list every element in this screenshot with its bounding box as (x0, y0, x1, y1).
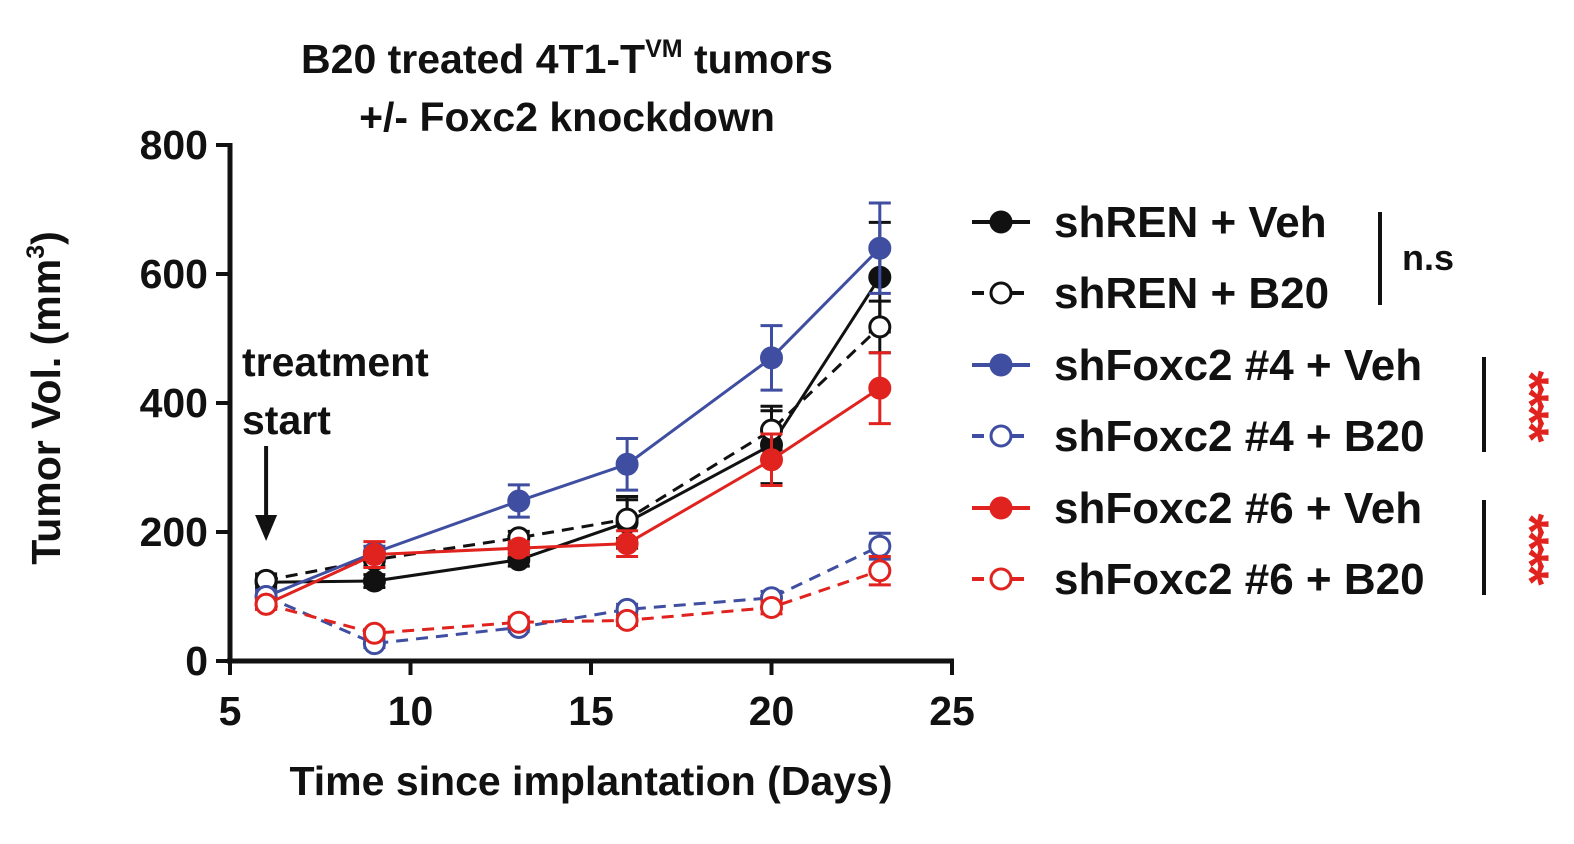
x-tick-label: 15 (568, 688, 614, 734)
data-point (507, 489, 531, 513)
series-line (265, 386, 881, 606)
significance-label: **** (1500, 370, 1560, 442)
treatment-start-arrow-icon (255, 446, 278, 541)
data-point (615, 532, 639, 556)
series-shfoxc2-6-b20 (254, 555, 892, 645)
treatment-annotation-line1: treatment (242, 339, 429, 385)
data-point (362, 621, 386, 645)
series-layer (254, 201, 892, 656)
significance-label: n.s (1402, 237, 1454, 278)
series-shfoxc2-4-b20 (254, 531, 892, 656)
legend-item-shfoxc2-4-veh: shFoxc2 #4 + Veh (972, 341, 1422, 390)
data-point (868, 559, 892, 583)
legend-swatch-marker (989, 281, 1013, 305)
data-point (760, 448, 783, 472)
axis-ticks: 5 10 15 20 25 0 200 400 600 800 (140, 122, 975, 734)
legend-item-shfoxc2-6-b20: shFoxc2 #6 + B20 (972, 555, 1425, 604)
significance-label: **** (1500, 513, 1560, 585)
data-point (868, 315, 892, 339)
legend: shREN + Veh shREN + B20 shFoxc2 #4 + Veh sh… (972, 198, 1425, 604)
data-point (615, 507, 639, 531)
x-tick-label: 5 (219, 688, 242, 734)
data-point (868, 236, 892, 260)
significance-3: **** (1482, 500, 1560, 595)
series-line (266, 276, 882, 584)
x-axis-label: Time since implantation (Days) (289, 758, 892, 804)
legend-swatch-marker (989, 210, 1013, 234)
data-point (615, 608, 639, 632)
chart-title-line1: B20 treated 4T1-TVM tumors (301, 35, 833, 82)
legend-swatch-marker (989, 353, 1013, 377)
y-tick-label: 800 (140, 122, 208, 168)
legend-swatch-marker (989, 496, 1013, 520)
legend-label: shFoxc2 #6 + B20 (1054, 555, 1425, 604)
data-point (760, 595, 783, 619)
data-point (507, 536, 531, 560)
y-tick-label: 200 (140, 509, 208, 555)
data-point (868, 534, 892, 558)
significance-brackets: n.s **** **** (1378, 212, 1560, 595)
y-tick-label: 400 (140, 380, 208, 426)
legend-item-shren-b20: shREN + B20 (972, 269, 1329, 318)
data-point (362, 543, 386, 567)
legend-label: shFoxc2 #4 + B20 (1054, 412, 1425, 461)
data-point (507, 610, 531, 634)
legend-swatch-marker (989, 424, 1013, 448)
chart-title-line2: +/- Foxc2 knockdown (359, 94, 775, 140)
legend-item-shfoxc2-6-veh: shFoxc2 #6 + Veh (972, 484, 1422, 533)
y-tick-label: 0 (185, 638, 208, 684)
legend-item-shren-veh: shREN + Veh (972, 198, 1327, 247)
significance-2: **** (1482, 357, 1560, 452)
legend-label: shREN + Veh (1054, 198, 1327, 247)
significance-1: n.s (1378, 212, 1454, 305)
x-tick-label: 25 (929, 688, 975, 734)
x-tick-label: 20 (749, 688, 795, 734)
y-tick-label: 600 (140, 251, 208, 297)
arrow-head (255, 515, 278, 541)
data-point (760, 346, 783, 370)
y-axis-label: Tumor Vol. (mm3) (22, 231, 69, 565)
legend-swatch-marker (989, 567, 1013, 591)
data-point (615, 452, 639, 476)
data-point (362, 569, 386, 593)
legend-item-shfoxc2-4-b20: shFoxc2 #4 + B20 (972, 412, 1425, 461)
legend-label: shREN + B20 (1054, 269, 1329, 318)
treatment-annotation-line2: start (242, 397, 331, 443)
series-line (265, 569, 881, 635)
legend-label: shFoxc2 #6 + Veh (1054, 484, 1422, 533)
data-point (868, 376, 892, 400)
x-tick-label: 10 (388, 688, 434, 734)
legend-label: shFoxc2 #4 + Veh (1054, 341, 1422, 390)
data-point (254, 592, 278, 616)
series-line (265, 247, 881, 598)
